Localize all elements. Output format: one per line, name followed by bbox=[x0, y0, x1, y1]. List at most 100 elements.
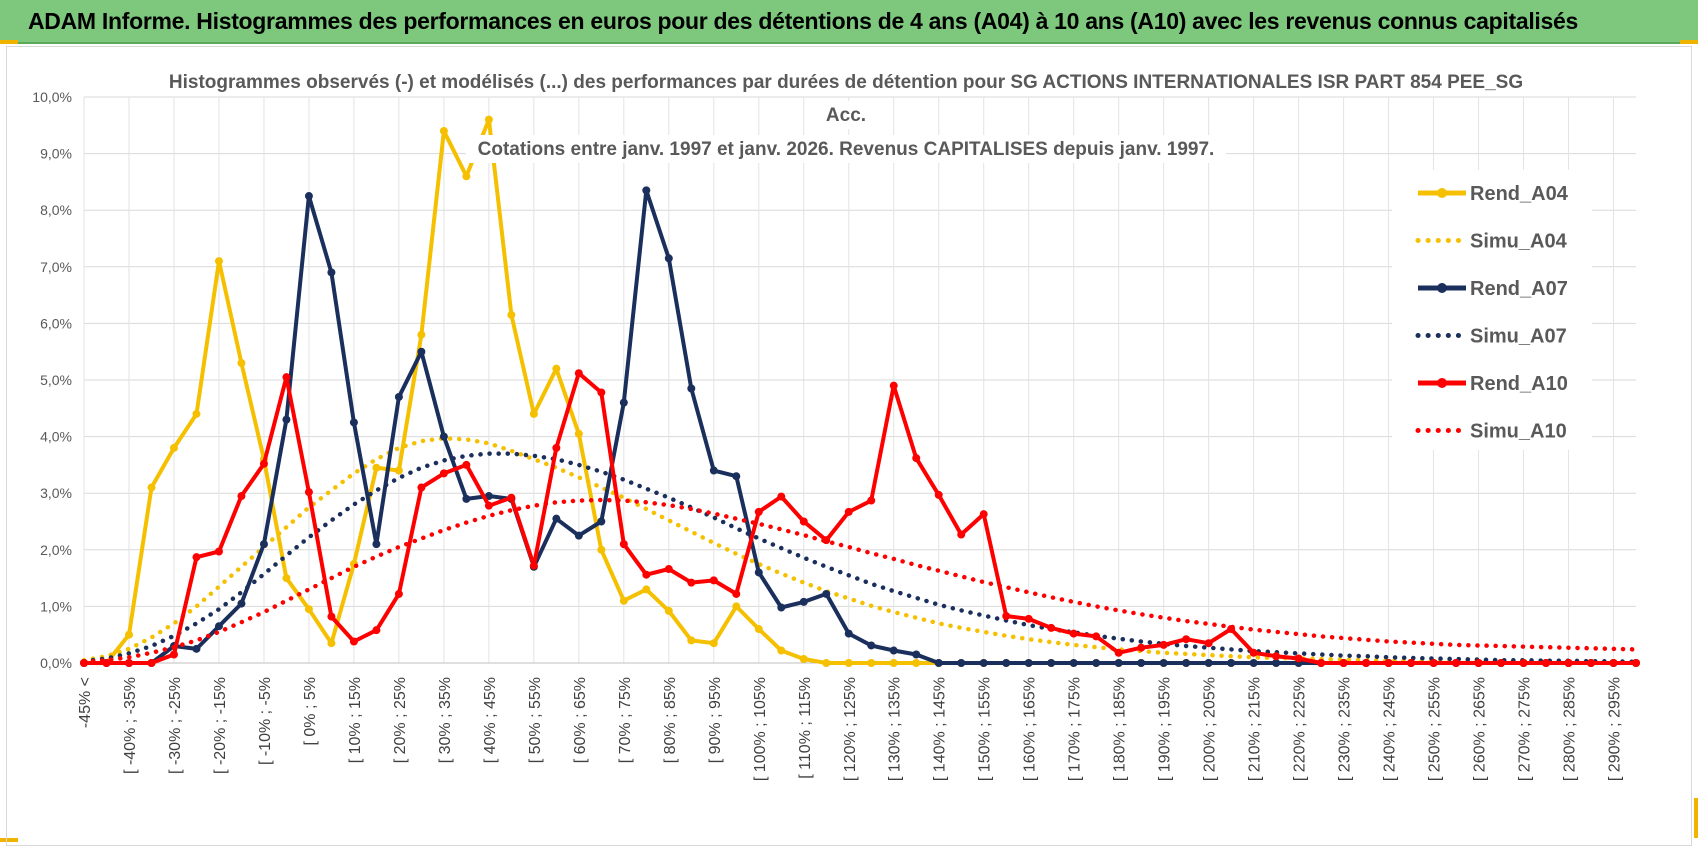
data-point-rend_a10 bbox=[282, 373, 291, 382]
data-point-rend_a10 bbox=[1407, 659, 1416, 667]
x-tick-label: [ 280% ; 285% bbox=[1562, 677, 1579, 781]
data-point-rend_a10 bbox=[709, 576, 718, 585]
data-point-rend_a10 bbox=[642, 570, 651, 579]
data-point-rend_a07 bbox=[799, 597, 808, 606]
data-point-rend_a04 bbox=[529, 409, 538, 418]
data-point-rend_a07 bbox=[979, 659, 988, 667]
data-point-rend_a10 bbox=[1182, 635, 1191, 644]
x-tick-label: [ 0% ; 5% bbox=[302, 677, 319, 745]
data-point-rend_a10 bbox=[529, 561, 538, 570]
y-tick-label: 7,0% bbox=[40, 259, 72, 275]
data-point-rend_a10 bbox=[889, 381, 898, 390]
data-point-rend_a04 bbox=[597, 545, 606, 554]
data-point-rend_a10 bbox=[844, 507, 853, 516]
y-tick-label: 8,0% bbox=[40, 202, 72, 218]
data-point-rend_a10 bbox=[934, 490, 943, 499]
data-point-rend_a07 bbox=[327, 268, 336, 277]
data-point-rend_a07 bbox=[912, 650, 921, 659]
legend-label: Rend_A07 bbox=[1470, 278, 1568, 300]
x-tick-label: [ 240% ; 245% bbox=[1382, 677, 1399, 781]
x-tick-label: [ 20% ; 25% bbox=[392, 677, 409, 763]
data-point-rend_a10 bbox=[754, 507, 763, 516]
data-point-rend_a10 bbox=[507, 493, 516, 502]
data-point-rend_a10 bbox=[259, 459, 268, 468]
data-point-rend_a04 bbox=[507, 310, 516, 319]
y-tick-label: 5,0% bbox=[40, 372, 72, 388]
data-point-rend_a10 bbox=[1564, 659, 1573, 667]
data-point-rend_a07 bbox=[1204, 659, 1213, 667]
data-point-rend_a07 bbox=[237, 599, 246, 608]
title-backdrop bbox=[466, 135, 1226, 163]
data-point-rend_a10 bbox=[462, 460, 471, 469]
data-point-rend_a04 bbox=[484, 115, 493, 124]
data-point-rend_a07 bbox=[732, 472, 741, 481]
x-tick-label: [ 90% ; 95% bbox=[707, 677, 724, 763]
x-tick-label: [ 180% ; 185% bbox=[1112, 677, 1129, 781]
data-point-rend_a07 bbox=[462, 494, 471, 503]
data-point-rend_a07 bbox=[687, 384, 696, 393]
data-point-rend_a04 bbox=[642, 585, 651, 594]
data-point-rend_a10 bbox=[417, 483, 426, 492]
data-point-rend_a07 bbox=[1024, 659, 1033, 667]
x-tick-label: [ 220% ; 225% bbox=[1292, 677, 1309, 781]
data-point-rend_a10 bbox=[304, 488, 313, 497]
data-point-rend_a04 bbox=[844, 659, 853, 667]
data-point-rend_a07 bbox=[664, 254, 673, 263]
data-point-rend_a04 bbox=[619, 596, 628, 605]
data-point-rend_a07 bbox=[372, 540, 381, 549]
y-tick-label: 1,0% bbox=[40, 598, 72, 614]
x-tick-label: [ 200% ; 205% bbox=[1202, 677, 1219, 781]
legend-marker bbox=[1437, 188, 1447, 198]
data-point-rend_a07 bbox=[867, 641, 876, 650]
data-point-rend_a04 bbox=[169, 443, 178, 452]
data-point-rend_a10 bbox=[912, 454, 921, 463]
data-point-rend_a07 bbox=[259, 540, 268, 549]
data-point-rend_a04 bbox=[394, 466, 403, 475]
data-point-rend_a10 bbox=[372, 626, 381, 635]
data-point-rend_a10 bbox=[394, 589, 403, 598]
data-point-rend_a10 bbox=[1317, 659, 1326, 667]
legend-box bbox=[1392, 170, 1592, 450]
data-point-rend_a10 bbox=[192, 553, 201, 562]
x-tick-label: [ 30% ; 35% bbox=[437, 677, 454, 763]
data-point-rend_a10 bbox=[214, 547, 223, 556]
data-point-rend_a04 bbox=[687, 636, 696, 645]
data-point-rend_a04 bbox=[192, 409, 201, 418]
data-point-rend_a04 bbox=[124, 630, 133, 639]
data-point-rend_a07 bbox=[597, 517, 606, 526]
data-point-rend_a04 bbox=[912, 659, 921, 667]
data-point-rend_a07 bbox=[282, 415, 291, 424]
data-point-rend_a04 bbox=[754, 625, 763, 634]
data-point-rend_a04 bbox=[822, 659, 831, 667]
data-point-rend_a07 bbox=[1047, 659, 1056, 667]
x-tick-label: [ 230% ; 235% bbox=[1337, 677, 1354, 781]
data-point-rend_a10 bbox=[979, 510, 988, 519]
data-point-rend_a07 bbox=[394, 392, 403, 401]
data-point-rend_a10 bbox=[439, 469, 448, 478]
legend-marker bbox=[1437, 283, 1447, 293]
data-point-rend_a10 bbox=[1159, 640, 1168, 649]
data-point-rend_a10 bbox=[1204, 639, 1213, 648]
y-tick-label: 0,0% bbox=[40, 655, 72, 671]
chart-title: Histogrammes observés (-) et modélisés (… bbox=[169, 68, 1523, 163]
data-point-rend_a04 bbox=[889, 659, 898, 667]
data-point-rend_a07 bbox=[439, 432, 448, 441]
data-point-rend_a04 bbox=[417, 330, 426, 339]
data-point-rend_a04 bbox=[552, 364, 561, 373]
x-tick-label: [ -10% ; -5% bbox=[257, 677, 274, 765]
data-point-rend_a07 bbox=[1092, 659, 1101, 667]
x-tick-label: [ 70% ; 75% bbox=[617, 677, 634, 763]
data-point-rend_a07 bbox=[417, 347, 426, 356]
x-tick-label: [ 40% ; 45% bbox=[482, 677, 499, 763]
data-point-rend_a10 bbox=[147, 659, 156, 667]
x-tick-label: [ -40% ; -35% bbox=[122, 677, 139, 774]
data-point-rend_a04 bbox=[867, 659, 876, 667]
data-point-rend_a07 bbox=[1159, 659, 1168, 667]
data-point-rend_a04 bbox=[304, 605, 313, 614]
x-tick-label: [ 60% ; 65% bbox=[572, 677, 589, 763]
data-point-rend_a07 bbox=[1272, 659, 1281, 667]
x-tick-label: [ 110% ; 115% bbox=[797, 677, 814, 779]
x-tick-label: [ 260% ; 265% bbox=[1472, 677, 1489, 781]
chart-frame bbox=[6, 46, 1692, 846]
